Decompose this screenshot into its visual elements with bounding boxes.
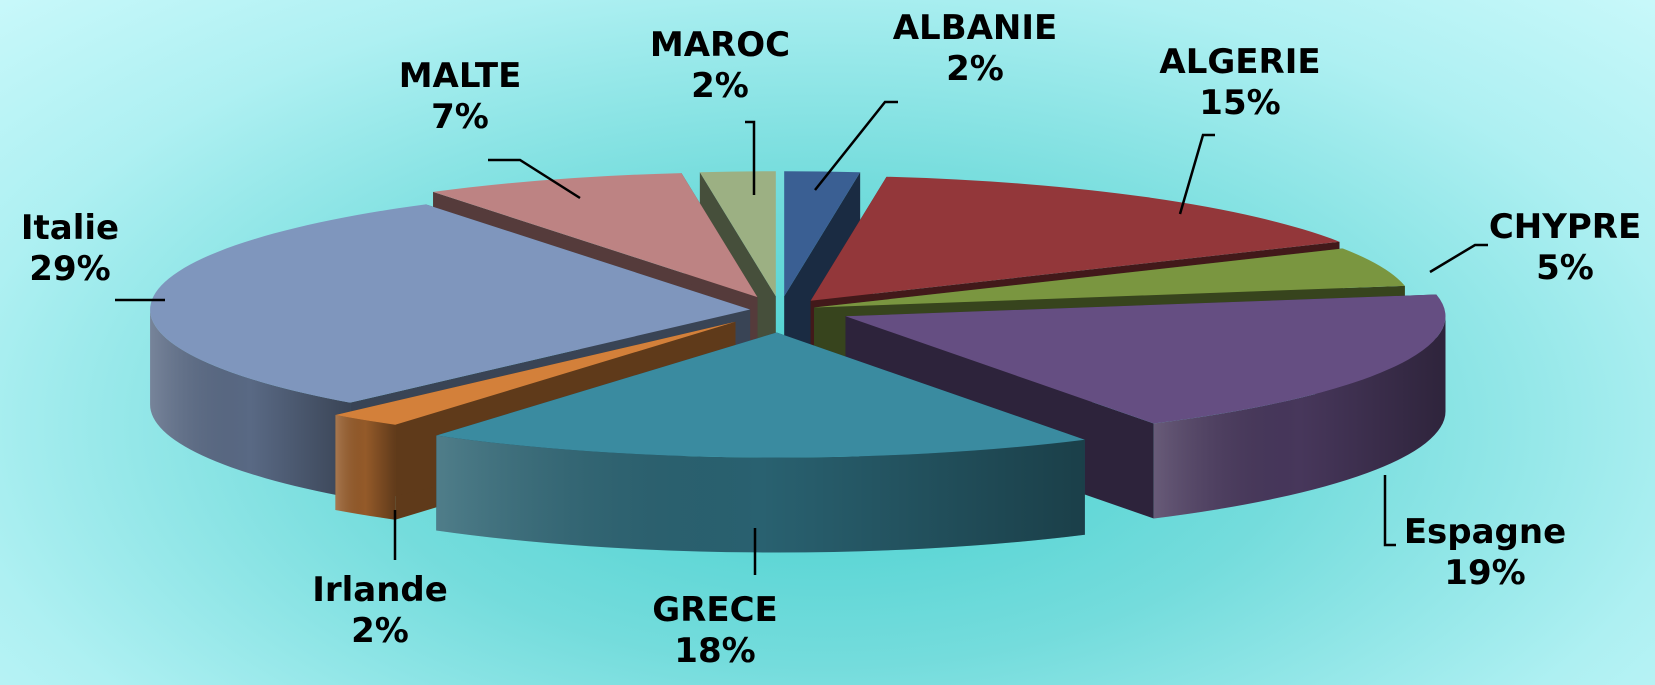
slice-label-algerie: ALGERIE 15% (1140, 42, 1340, 124)
slice-label-albanie: ALBANIE 2% (870, 8, 1080, 90)
slice-label-malte: MALTE 7% (380, 56, 540, 138)
slice-label-grece: GRECE 18% (625, 590, 805, 672)
slice-label-italie: Italie 29% (5, 208, 135, 290)
slice-label-espagne: Espagne 19% (1395, 512, 1575, 594)
slice-irlande-side-shade (335, 415, 395, 520)
slice-label-chypre: CHYPRE 5% (1475, 207, 1655, 289)
slice-label-maroc: MAROC 2% (635, 25, 805, 107)
leader-line-algerie (1180, 135, 1215, 214)
slice-label-irlande: Irlande 2% (290, 570, 470, 652)
